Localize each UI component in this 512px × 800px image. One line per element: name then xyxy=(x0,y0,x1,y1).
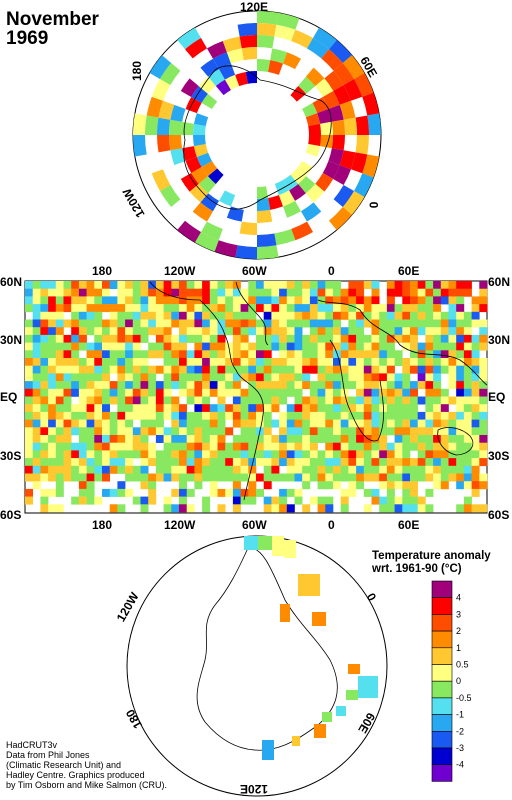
legend-level-label: -2 xyxy=(456,726,464,736)
title-year: 1969 xyxy=(6,28,49,49)
left-lat-30n: 30N xyxy=(0,333,23,347)
right-lat-60s: 60S xyxy=(488,508,510,522)
bottom-lon-60e: 60E xyxy=(398,518,420,532)
north-anomaly-cells xyxy=(133,11,381,259)
legend-level-label: 0.5 xyxy=(456,660,469,670)
left-lat-eq: EQ xyxy=(0,390,18,404)
left-lat-30s: 30S xyxy=(0,449,22,463)
legend-level-label: -0.5 xyxy=(456,693,472,703)
legend-swatch xyxy=(431,697,453,715)
legend-level-label: -1 xyxy=(456,710,464,720)
right-lat-60n: 60N xyxy=(488,275,511,289)
legend-level-label: 4 xyxy=(456,593,461,603)
right-lat-30n: 30N xyxy=(488,333,511,347)
legend-level-label: 2 xyxy=(456,626,461,636)
bottom-lon-0: 0 xyxy=(328,518,335,532)
right-lat-30s: 30S xyxy=(488,449,510,463)
legend-swatch xyxy=(431,714,453,732)
legend-swatch xyxy=(431,614,453,632)
legend-swatch xyxy=(431,747,453,766)
legend-swatch xyxy=(431,597,453,615)
world-coastlines xyxy=(149,281,488,501)
legend-title-line2: wrt. 1961-90 (°C) xyxy=(372,563,462,575)
top-lon-180: 180 xyxy=(92,264,113,278)
world-anomaly-cells xyxy=(25,281,488,513)
legend-swatch xyxy=(431,764,453,782)
legend-swatch xyxy=(431,664,453,682)
bottom-lon-60w: 60W xyxy=(242,518,267,532)
bottom-lon-180: 180 xyxy=(92,518,113,532)
legend-level-label: -3 xyxy=(456,743,464,753)
bottom-lon-120w: 120W xyxy=(164,518,196,532)
right-lat-eq: EQ xyxy=(488,390,506,404)
north-label-120e: 120E xyxy=(240,0,269,14)
left-lat-60s: 60S xyxy=(0,508,22,522)
map-title: November 1969 xyxy=(6,10,99,48)
south-anomaly-cells xyxy=(244,536,378,760)
top-lon-60e: 60E xyxy=(398,264,420,278)
legend-level-label: 0 xyxy=(456,676,461,686)
title-month: November xyxy=(6,9,99,30)
legend-level-label: -4 xyxy=(456,760,464,770)
credit-text: HadCRUT3v Data from Phil Jones (Climatic… xyxy=(6,740,168,790)
legend-swatch xyxy=(431,730,453,749)
legend-swatch xyxy=(431,580,453,599)
legend-title: Temperature anomaly wrt. 1961-90 (°C) xyxy=(372,550,491,576)
legend-level-label: 1 xyxy=(456,643,461,653)
top-lon-60w: 60W xyxy=(242,264,267,278)
legend-swatch xyxy=(431,630,453,649)
left-lat-60n: 60N xyxy=(0,275,23,289)
legend-level-label: 3 xyxy=(456,609,461,619)
legend-swatch xyxy=(431,680,453,699)
north-coastlines xyxy=(183,65,332,210)
legend-title-line1: Temperature anomaly xyxy=(372,550,491,562)
top-lon-0: 0 xyxy=(328,264,335,278)
top-lon-120w: 120W xyxy=(164,264,196,278)
legend-swatch xyxy=(431,647,453,665)
